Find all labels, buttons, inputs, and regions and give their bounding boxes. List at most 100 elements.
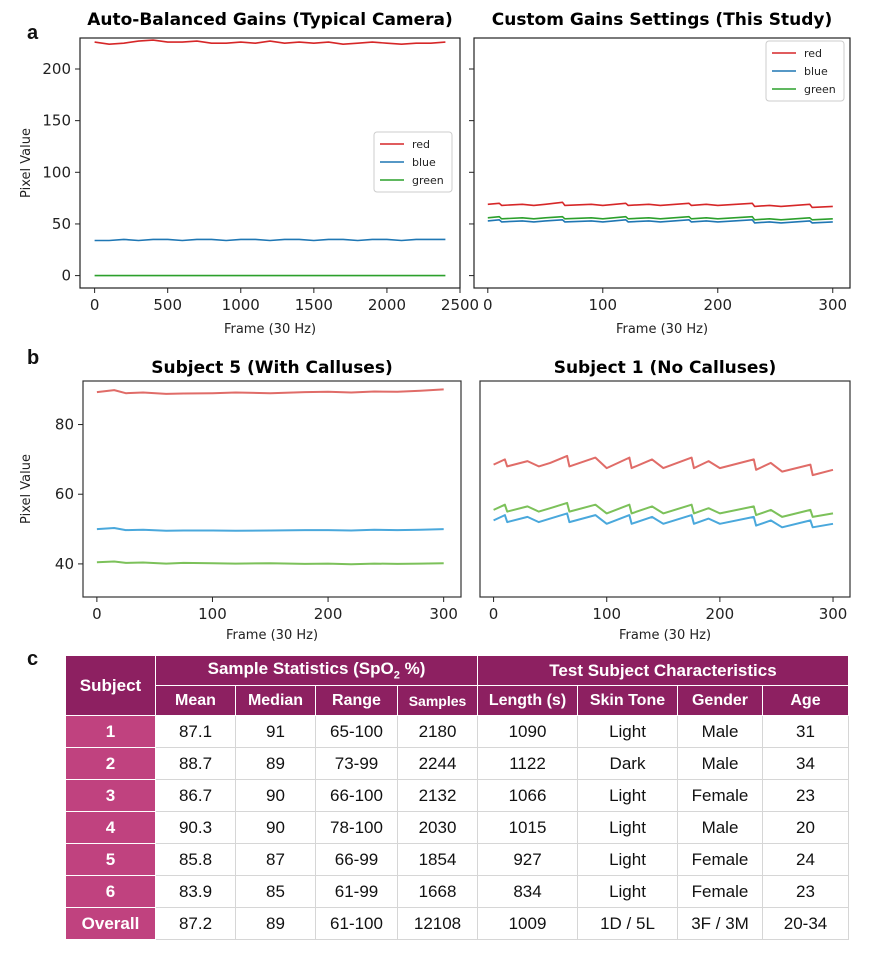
header-length: Length (s) <box>477 685 578 716</box>
x-axis-label: Frame (30 Hz) <box>616 322 708 337</box>
panel-label-a: a <box>27 22 39 44</box>
row-subject-cell: 3 <box>65 779 156 812</box>
y-tick-label: 60 <box>55 485 74 503</box>
x-tick-label: 300 <box>818 296 847 314</box>
legend-label-blue: blue <box>412 156 436 169</box>
table-cell: 1090 <box>477 715 578 748</box>
y-tick-label: 80 <box>55 416 74 434</box>
legend: red blue green <box>765 40 845 102</box>
table-cell: 87.2 <box>155 907 236 940</box>
y-tick-label: 0 <box>61 267 71 285</box>
y-tick-label: 200 <box>42 60 71 78</box>
x-tick-label: 200 <box>703 296 732 314</box>
table-cell: Female <box>677 843 763 876</box>
chart-auto-balanced-gains: Auto-Balanced Gains (Typical Camera)0 500… <box>19 10 479 337</box>
x-tick-label: 2500 <box>441 296 479 314</box>
row-subject-cell: Overall <box>65 907 156 940</box>
table-cell: 2244 <box>397 747 478 780</box>
x-tick-label: 200 <box>314 605 343 623</box>
header-range: Range <box>315 685 398 716</box>
table-cell: 1009 <box>477 907 578 940</box>
series-line-blue <box>94 238 446 242</box>
table-cell: 61-100 <box>315 907 398 940</box>
table-cell: 3F / 3M <box>677 907 763 940</box>
table-cell: 86.7 <box>155 779 236 812</box>
table-cell: Light <box>577 875 678 908</box>
table-cell: 12108 <box>397 907 478 940</box>
table-cell: 90.3 <box>155 811 236 844</box>
table-cell: 1668 <box>397 875 478 908</box>
table-row: 3 86.7 90 66-100 2132 1066 Light Female 23 <box>65 779 849 812</box>
table-row: 6 83.9 85 61-99 1668 834 Light Female 23 <box>65 875 849 908</box>
table-row: 4 90.3 90 78-100 2030 1015 Light Male 20 <box>65 811 849 844</box>
x-tick-label: 200 <box>706 605 735 623</box>
chart-title: Subject 1 (No Calluses) <box>554 358 777 378</box>
table-row: 5 85.8 87 66-99 1854 927 Light Female 24 <box>65 843 849 876</box>
table-cell: Dark <box>577 747 678 780</box>
series-line-red <box>493 454 834 477</box>
panel-label-b: b <box>27 347 40 369</box>
table-cell: 23 <box>762 875 849 908</box>
table-cell: 89 <box>235 907 316 940</box>
table-cell: 91 <box>235 715 316 748</box>
x-axis-label: Frame (30 Hz) <box>619 628 711 643</box>
table-cell: Male <box>677 715 763 748</box>
table-cell: Light <box>577 779 678 812</box>
chart-title: Custom Gains Settings (This Study) <box>492 10 833 30</box>
table-row: 1 87.1 91 65-100 2180 1090 Light Male 31 <box>65 715 849 748</box>
table-cell: 927 <box>477 843 578 876</box>
series-line-red <box>94 39 446 46</box>
series-line-green <box>493 501 834 518</box>
series-line-red <box>96 388 444 395</box>
y-tick-label: 150 <box>42 112 71 130</box>
chart-subject-1: Subject 1 (No Calluses) 0 100 200 300 Frame (… <box>479 358 851 643</box>
x-tick-label: 0 <box>489 605 499 623</box>
legend-label-red: red <box>412 138 430 151</box>
table-cell: Light <box>577 843 678 876</box>
legend-label-blue: blue <box>804 65 828 78</box>
table-cell: 66-99 <box>315 843 398 876</box>
table-cell: 90 <box>235 811 316 844</box>
x-axis-label: Frame (30 Hz) <box>226 628 318 643</box>
table-cell: Male <box>677 747 763 780</box>
legend-label-red: red <box>804 47 822 60</box>
table-body: 1 87.1 91 65-100 2180 1090 Light Male 31 2 88.7 89 7… <box>65 715 849 940</box>
row-subject-cell: 1 <box>65 715 156 748</box>
x-tick-label: 100 <box>592 605 621 623</box>
table-cell: 2132 <box>397 779 478 812</box>
table-cell: Female <box>677 779 763 812</box>
header-mean: Mean <box>155 685 236 716</box>
chart-subject-5: Subject 5 (With Calluses) 0 100 200 300 40 60 8… <box>19 358 462 643</box>
y-axis-label: Pixel Value <box>19 454 34 524</box>
table-cell: 83.9 <box>155 875 236 908</box>
x-axis-label: Frame (30 Hz) <box>224 322 316 337</box>
header-gender: Gender <box>677 685 763 716</box>
chart-custom-gains: Custom Gains Settings (This Study) 0 100 20… <box>469 10 851 337</box>
series-line-green <box>487 215 833 221</box>
plot-frame <box>473 37 851 289</box>
header-test-subject: Test Subject Characteristics <box>477 655 849 686</box>
table-cell: 34 <box>762 747 849 780</box>
table-cell: 73-99 <box>315 747 398 780</box>
row-subject-cell: 6 <box>65 875 156 908</box>
table-cell: 65-100 <box>315 715 398 748</box>
table-row: 2 88.7 89 73-99 2244 1122 Dark Male 34 <box>65 747 849 780</box>
legend-label-green: green <box>804 83 836 96</box>
x-tick-label: 1000 <box>222 296 260 314</box>
row-subject-cell: 2 <box>65 747 156 780</box>
table-cell: 88.7 <box>155 747 236 780</box>
header-subject: Subject <box>65 655 156 716</box>
series-line-blue <box>493 512 834 529</box>
table-cell: 1854 <box>397 843 478 876</box>
table-cell: Light <box>577 811 678 844</box>
x-tick-label: 0 <box>483 296 493 314</box>
header-median: Median <box>235 685 316 716</box>
table-cell: 61-99 <box>315 875 398 908</box>
y-tick-label: 40 <box>55 555 74 573</box>
table-cell: 85 <box>235 875 316 908</box>
panel-label-c: c <box>27 648 39 670</box>
y-axis-label: Pixel Value <box>19 128 34 198</box>
header-age: Age <box>762 685 849 716</box>
plot-frame <box>479 380 851 598</box>
table-cell: 87.1 <box>155 715 236 748</box>
